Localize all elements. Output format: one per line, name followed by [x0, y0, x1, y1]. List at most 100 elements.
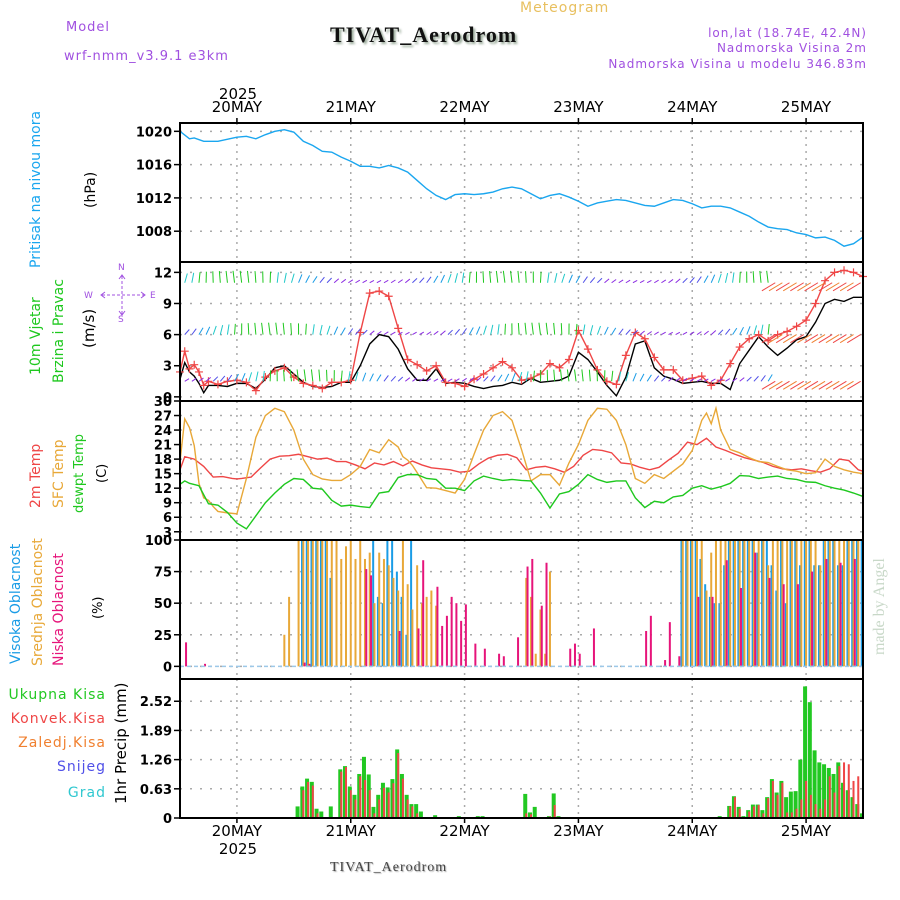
wind-barb-arrow	[725, 328, 731, 335]
wind-barb-arrow	[376, 279, 382, 284]
wind-barb-arrow	[433, 330, 439, 336]
wind-barb-arrow	[312, 324, 315, 335]
wind-barb-arrow	[497, 374, 503, 382]
precip-bar	[798, 759, 803, 818]
wind-barb-arrow	[225, 270, 228, 283]
gust-marker	[394, 324, 403, 333]
wind-barb-arrow	[269, 370, 272, 382]
gust-marker	[621, 351, 630, 360]
cloud-bar	[711, 596, 714, 667]
y-tick-label: 9	[163, 497, 172, 512]
precip-bar	[363, 780, 366, 818]
wind-barb-arrow	[355, 329, 361, 335]
precip-bar	[316, 813, 319, 818]
gust-marker	[432, 361, 441, 370]
legend-ukupna-kisa: Ukupna Kisa	[8, 687, 106, 703]
wind-barb-arrow	[818, 380, 833, 390]
gust-marker	[840, 266, 849, 275]
wind-barb-arrow	[476, 376, 482, 382]
wind-barb-arrow	[639, 373, 645, 382]
gust-marker	[612, 380, 621, 389]
wind-barb-arrow	[254, 322, 257, 335]
wind-barb-arrow	[625, 279, 631, 284]
wind-barb-arrow	[412, 331, 417, 336]
wind-barb-arrow	[639, 330, 645, 336]
cloud-bar	[809, 540, 812, 667]
cloud-bar	[724, 540, 727, 667]
cloud-bar	[368, 552, 371, 667]
precip-bar	[748, 811, 751, 818]
wind-barb-arrow	[440, 330, 446, 335]
cloud-bar	[401, 540, 404, 667]
wind-barb-arrow	[553, 322, 556, 335]
cloud-bar	[400, 596, 403, 667]
cloud-bar	[694, 540, 697, 667]
wind-barb-arrow	[553, 369, 556, 382]
cloud-bar	[397, 590, 400, 667]
model-name: wrf-nmm_v3.9.1 e3km	[64, 49, 229, 64]
wind-barb-arrow	[825, 380, 840, 390]
cloud-bar	[420, 603, 423, 667]
pressure-panel: 1008 1012 1016 1020	[136, 122, 864, 263]
wind-barb-arrow	[604, 278, 610, 284]
wind-barb-arrow	[604, 326, 609, 335]
gust-marker	[726, 359, 735, 368]
cloud-bar	[398, 630, 401, 667]
wind-barb-arrow	[839, 380, 854, 390]
wind-barb-arrow	[732, 272, 735, 283]
wind-barb-arrow	[717, 329, 724, 335]
cloud-bar	[803, 540, 806, 667]
cloud-bar	[827, 540, 830, 667]
wind-barb-arrow	[797, 334, 812, 344]
cloud-bar	[204, 663, 207, 667]
cloud-bar	[185, 642, 188, 667]
y-tick-label: 12	[154, 482, 172, 497]
wind-barb-arrow	[247, 323, 250, 335]
gust-marker	[327, 378, 336, 387]
cloud-bar	[324, 540, 327, 667]
wind-barb-arrow	[790, 282, 804, 292]
wind-barb-arrow	[340, 327, 346, 335]
wind-barb-arrow	[682, 377, 688, 382]
cloud-bar	[297, 540, 300, 667]
wind-barb-arrow	[454, 328, 461, 335]
wind-barb-arrow	[588, 369, 591, 382]
cloud-bar	[406, 584, 409, 667]
cloud-bar	[373, 603, 376, 667]
cloud-bar	[833, 540, 836, 667]
y-tick-label: 6	[163, 511, 172, 526]
cloud-bar	[742, 540, 745, 667]
cloud-bar	[752, 540, 755, 667]
cloud-bar	[825, 558, 828, 667]
temperature-series-1-line	[179, 405, 864, 515]
wind-barb-arrow	[326, 277, 332, 284]
wind-barb-arrow	[447, 378, 453, 382]
wind-barb-arrow	[768, 334, 783, 344]
cloud-bar	[436, 586, 439, 667]
wind-barb-arrow	[397, 331, 403, 336]
cloud-bar	[410, 540, 413, 667]
wind-barb-arrow	[574, 369, 577, 382]
cloud-bar	[474, 643, 477, 667]
gust-marker	[180, 347, 189, 356]
wind-barb-arrow	[818, 334, 833, 344]
wind-barb-arrow	[495, 270, 499, 283]
cloud-bar	[839, 562, 842, 667]
wind-barb-arrow	[348, 279, 354, 284]
y-tick-label: 6	[163, 329, 172, 344]
pressure-frame	[179, 122, 864, 263]
precip-bar	[349, 790, 352, 818]
gust-marker	[489, 363, 498, 372]
wind-barb-arrow	[419, 277, 425, 284]
wind-barb-arrow	[447, 329, 453, 335]
precip-bar	[345, 767, 348, 818]
y-tick-label: 0	[163, 660, 172, 675]
cloud-bar	[697, 596, 700, 667]
precip-bar	[433, 815, 438, 818]
cloud-bar	[405, 634, 408, 667]
top-date-label: 23MAY	[553, 98, 604, 116]
compass-arrows	[100, 274, 146, 316]
precip-panel: 0 0.63 1.26 1.89 2.52	[140, 678, 864, 827]
wind-barb-arrow	[310, 369, 314, 382]
